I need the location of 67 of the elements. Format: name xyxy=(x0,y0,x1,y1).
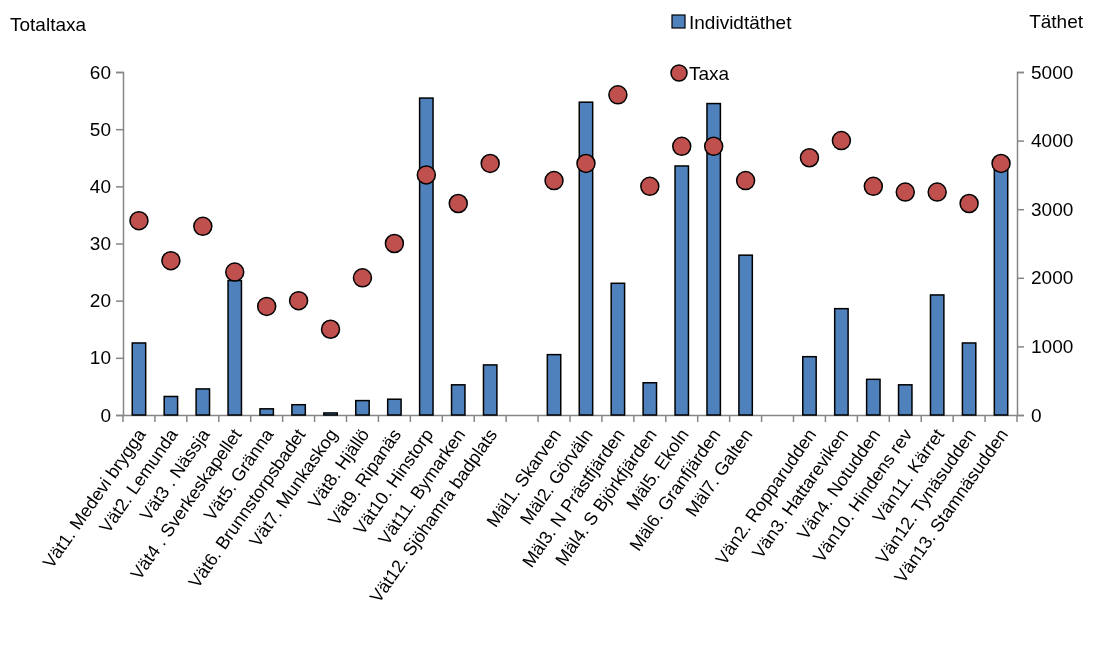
point xyxy=(193,216,213,237)
bar xyxy=(642,382,658,416)
point xyxy=(288,290,309,311)
point xyxy=(895,182,915,202)
y2-axis-title: Täthet xyxy=(1029,11,1084,32)
y-tick-label: 60 xyxy=(89,61,111,83)
y2-tick-label: 4000 xyxy=(1031,130,1074,152)
point xyxy=(863,176,884,197)
bar xyxy=(802,355,817,416)
point xyxy=(225,262,245,282)
point xyxy=(640,176,660,197)
bar xyxy=(323,412,338,416)
y2-tick-label: 5000 xyxy=(1031,61,1074,83)
y2-tick-label: 0 xyxy=(1031,404,1042,426)
point xyxy=(576,153,596,174)
bar xyxy=(961,342,977,416)
bar xyxy=(610,282,626,416)
point xyxy=(927,182,947,202)
bar xyxy=(195,388,211,416)
point xyxy=(384,233,405,254)
y2-tick-label: 3000 xyxy=(1031,198,1074,220)
point xyxy=(416,165,437,185)
bar xyxy=(450,384,466,416)
y-axis-title: Totaltaxa xyxy=(10,14,87,35)
bar xyxy=(865,378,881,416)
point xyxy=(959,193,979,214)
bar xyxy=(929,294,945,416)
point xyxy=(672,136,692,157)
point xyxy=(352,268,373,288)
y-tick-label: 30 xyxy=(89,233,111,255)
bar xyxy=(833,307,849,416)
y-tick-label: 0 xyxy=(100,404,111,426)
point xyxy=(320,319,341,339)
bar xyxy=(163,395,179,416)
bar xyxy=(355,399,370,416)
bar xyxy=(738,254,754,416)
bar xyxy=(674,165,690,416)
point xyxy=(831,130,852,151)
bar xyxy=(259,408,275,416)
bar xyxy=(418,97,434,416)
point xyxy=(608,85,628,105)
point xyxy=(256,296,277,317)
point xyxy=(448,193,468,214)
bar xyxy=(386,398,402,416)
bar xyxy=(482,364,498,416)
y-tick-label: 50 xyxy=(89,118,111,140)
y-tick-label: 20 xyxy=(89,290,111,312)
point xyxy=(703,136,724,157)
point xyxy=(799,148,820,168)
point xyxy=(129,210,149,231)
bar xyxy=(897,384,913,416)
legend-label: Taxa xyxy=(689,62,730,84)
legend-label: Individtäthet xyxy=(689,11,793,33)
y-tick-label: 10 xyxy=(89,347,111,369)
bar xyxy=(291,403,307,416)
point xyxy=(991,153,1011,174)
y-tick-label: 40 xyxy=(89,175,111,197)
point xyxy=(161,250,181,271)
bar xyxy=(131,342,147,416)
point xyxy=(480,153,500,174)
y2-tick-label: 1000 xyxy=(1031,335,1074,357)
y2-tick-label: 2000 xyxy=(1031,267,1074,289)
bar xyxy=(706,102,722,416)
bar xyxy=(546,353,562,416)
bar xyxy=(578,101,594,416)
point xyxy=(544,170,564,191)
point xyxy=(735,170,756,191)
